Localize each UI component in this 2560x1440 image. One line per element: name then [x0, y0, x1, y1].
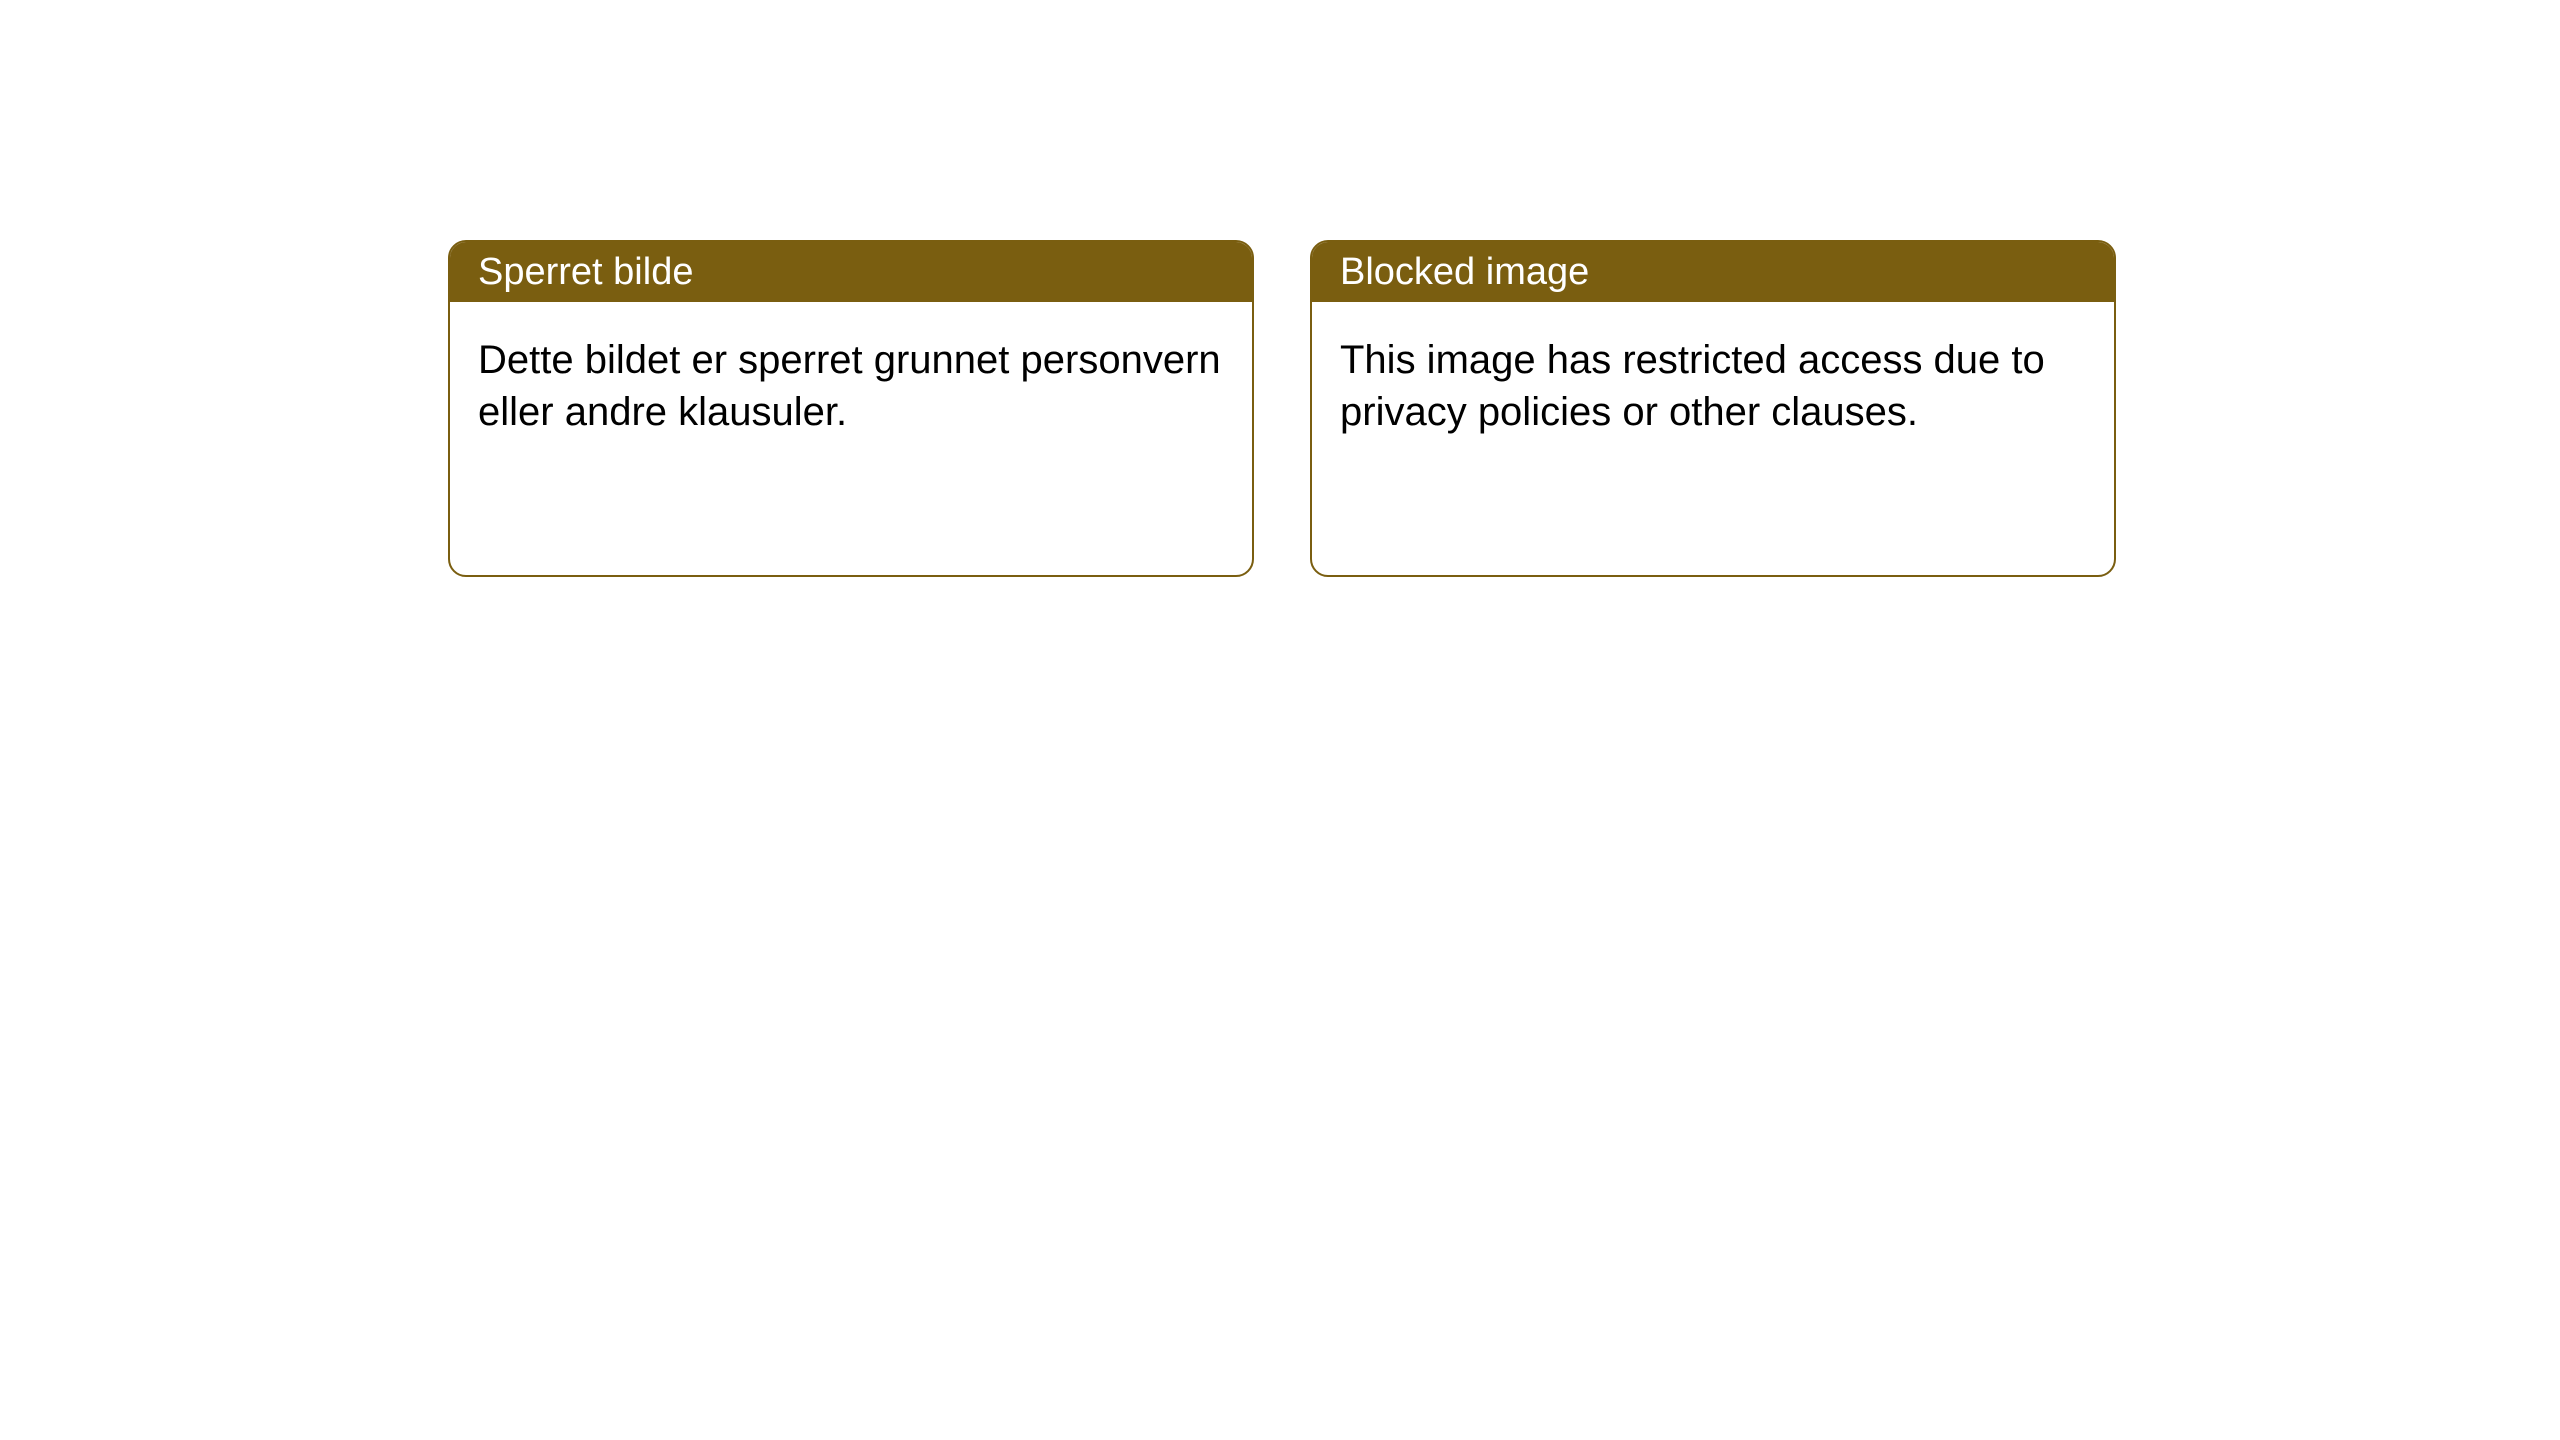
card-body: This image has restricted access due to …	[1312, 302, 2114, 470]
card-message: This image has restricted access due to …	[1340, 338, 2045, 434]
card-title: Sperret bilde	[478, 251, 693, 294]
card-header: Sperret bilde	[450, 242, 1252, 302]
notice-card-norwegian: Sperret bilde Dette bildet er sperret gr…	[448, 240, 1254, 577]
card-header: Blocked image	[1312, 242, 2114, 302]
card-title: Blocked image	[1340, 251, 1589, 294]
notice-card-english: Blocked image This image has restricted …	[1310, 240, 2116, 577]
card-body: Dette bildet er sperret grunnet personve…	[450, 302, 1252, 470]
notice-container: Sperret bilde Dette bildet er sperret gr…	[448, 240, 2116, 577]
card-message: Dette bildet er sperret grunnet personve…	[478, 338, 1221, 434]
